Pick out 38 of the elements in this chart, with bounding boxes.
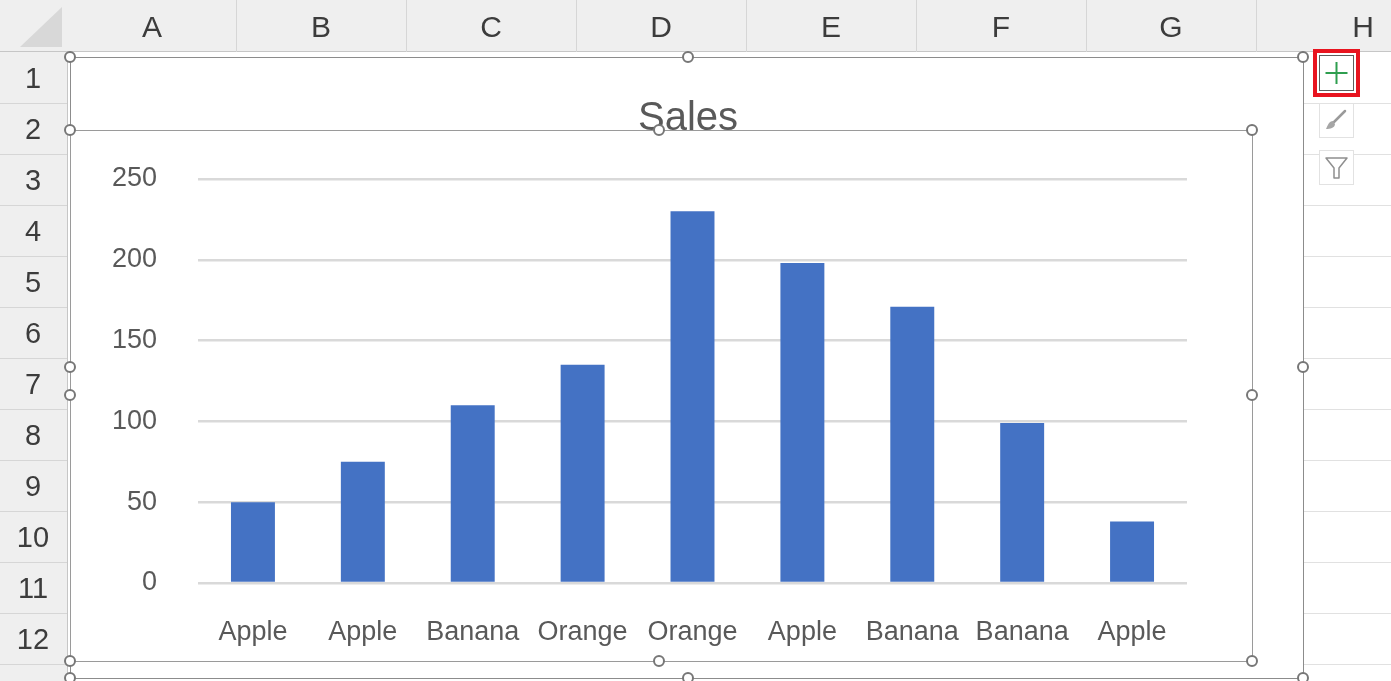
x-tick-label: Banana <box>426 615 521 646</box>
column-header: A B C D E F G H <box>0 0 1391 52</box>
text: 4 <box>24 214 42 246</box>
bar <box>340 461 385 582</box>
bar <box>560 364 605 582</box>
text: 10 <box>16 520 50 552</box>
bar <box>450 405 495 582</box>
chart-title: Sales <box>636 93 740 140</box>
y-tick-label: 150 <box>111 324 157 355</box>
bar <box>230 502 275 582</box>
text: 9 <box>24 469 42 501</box>
bar <box>670 211 715 582</box>
text: 5 <box>24 265 42 297</box>
x-tick-label: Banana <box>865 615 960 646</box>
bar <box>890 306 935 582</box>
text: 2 <box>24 112 42 144</box>
y-tick-label: 250 <box>111 162 157 193</box>
text: 11 <box>17 571 49 603</box>
text: 7 <box>24 367 42 399</box>
x-tick-label: Orange <box>647 615 738 646</box>
x-tick-label: Apple <box>328 615 398 646</box>
x-tick-label: Apple <box>218 615 288 646</box>
text: 3 <box>24 163 42 195</box>
y-tick-label: 100 <box>111 404 157 435</box>
x-tick-label: Orange <box>537 615 628 646</box>
y-tick-label: 50 <box>126 485 157 516</box>
y-tick-label: 0 <box>141 566 157 597</box>
bar <box>780 263 825 582</box>
bar <box>1110 521 1155 582</box>
x-tick-label: Apple <box>767 615 837 646</box>
text: 6 <box>24 316 42 348</box>
text: 8 <box>24 418 42 450</box>
x-tick-label: Banana <box>975 615 1070 646</box>
y-tick-label: 200 <box>111 243 157 274</box>
text: 1 <box>24 61 42 93</box>
bar <box>1000 423 1045 582</box>
x-tick-label: Apple <box>1097 615 1167 646</box>
text: 12 <box>16 622 50 654</box>
